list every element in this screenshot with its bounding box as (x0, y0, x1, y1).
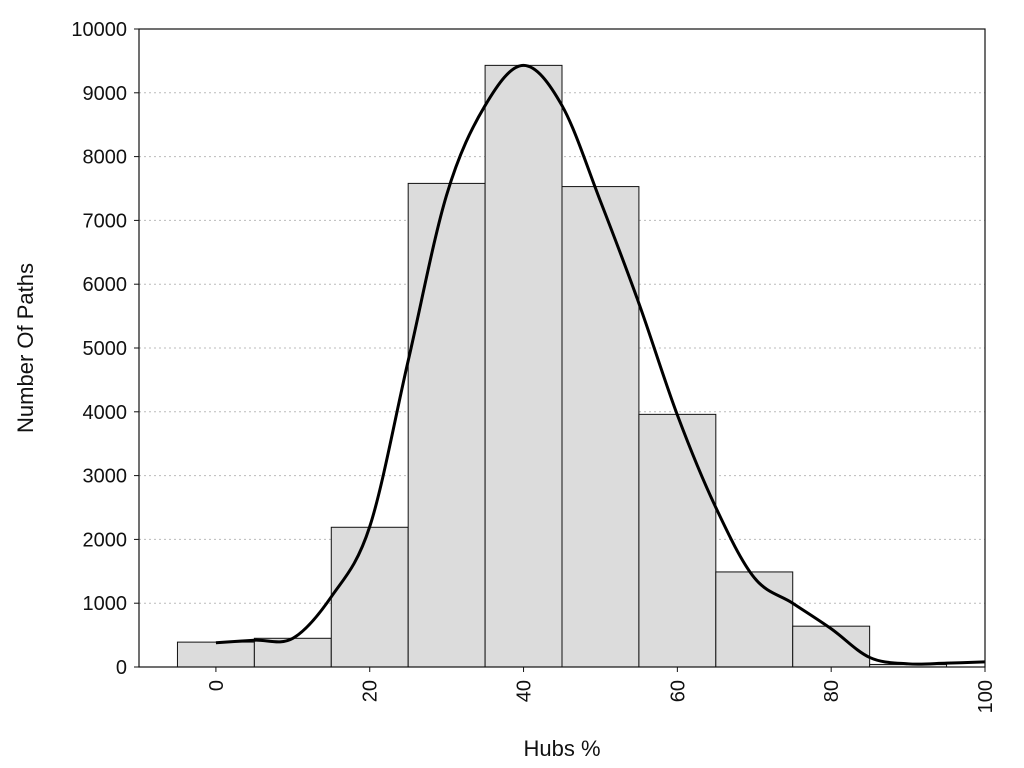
y-axis-title: Number Of Paths (13, 263, 38, 433)
histogram-bar (561, 186, 640, 668)
y-tick-label: 3000 (83, 466, 128, 488)
y-tick-label: 8000 (83, 147, 128, 169)
y-axis-ticks: 0 1000 2000 3000 4000 5000 6000 7000 8000 9000 100… (71, 19, 139, 679)
histogram-bar (715, 571, 794, 668)
density-curve-layer (215, 63, 986, 666)
histogram-bar (638, 413, 717, 668)
grid-lines (139, 92, 985, 604)
x-axis-ticks: 0 20 40 60 80 100 (206, 667, 997, 713)
y-tick-label: 6000 (83, 274, 128, 296)
x-tick-label: 0 (206, 680, 228, 691)
histogram-bar (792, 625, 871, 668)
y-tick-label: 1000 (83, 593, 128, 615)
histogram-bar (176, 641, 255, 668)
x-tick-label: 20 (360, 680, 382, 702)
y-tick-label: 10000 (71, 19, 127, 41)
y-tick-label: 5000 (83, 338, 128, 360)
y-tick-label: 9000 (83, 83, 128, 105)
histogram-bar (330, 526, 409, 668)
y-tick-label: 4000 (83, 402, 128, 424)
x-tick-label: 100 (975, 680, 997, 713)
y-tick-label: 0 (116, 657, 127, 679)
x-tick-label: 80 (821, 680, 843, 702)
histogram-bars (176, 64, 948, 668)
density-curve (215, 63, 986, 666)
x-tick-label: 40 (514, 680, 536, 702)
y-tick-label: 7000 (83, 210, 128, 232)
y-tick-label: 2000 (83, 529, 128, 551)
histogram-bar (407, 182, 486, 668)
histogram-bar (484, 64, 563, 668)
x-tick-label: 60 (667, 680, 689, 702)
histogram-bar (253, 637, 332, 668)
x-axis-title: Hubs % (523, 736, 600, 761)
